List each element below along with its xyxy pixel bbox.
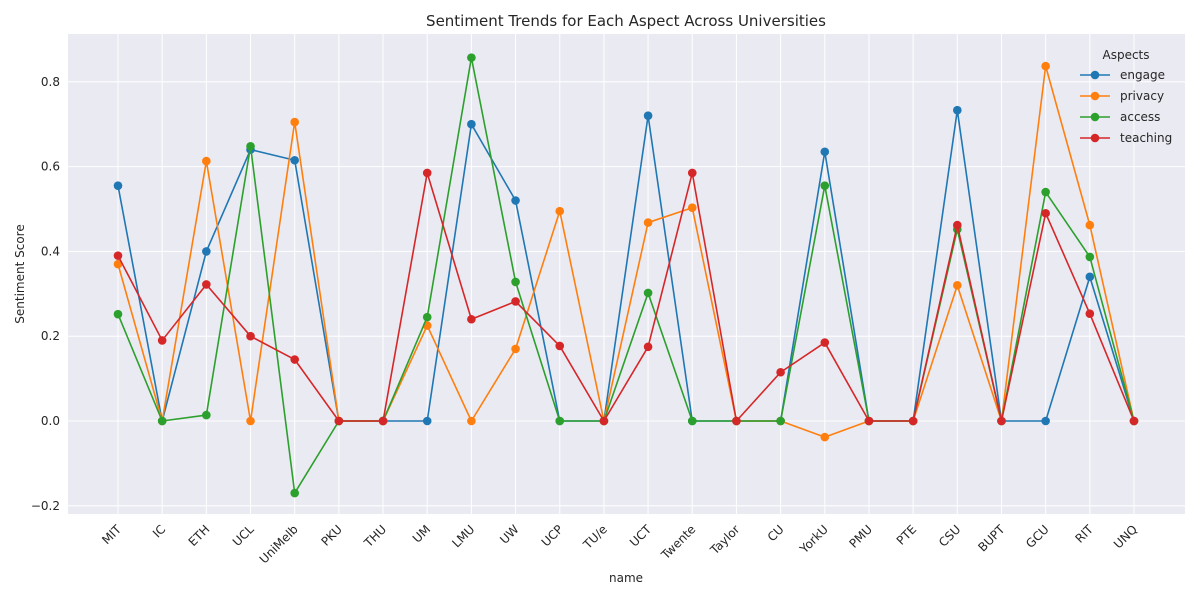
data-point-privacy <box>687 203 697 213</box>
data-point-engage <box>820 147 830 157</box>
legend: Aspects engage privacy access teaching <box>1080 48 1172 145</box>
data-point-privacy <box>820 432 830 442</box>
data-point-access <box>157 416 167 426</box>
legend-entry-engage: engage <box>1080 68 1165 82</box>
data-point-privacy <box>202 156 211 166</box>
data-point-access <box>687 416 697 426</box>
y-axis: −0.2 0.0 0.2 0.4 0.6 0.8 <box>31 75 60 513</box>
data-point-teaching <box>202 280 211 289</box>
data-point-access <box>1085 252 1095 262</box>
legend-title: Aspects <box>1102 48 1149 62</box>
data-point-engage <box>1041 416 1050 426</box>
legend-entry-privacy: privacy <box>1080 89 1164 103</box>
data-point-teaching <box>776 367 785 377</box>
data-point-teaching <box>290 355 299 364</box>
data-point-teaching <box>334 416 344 426</box>
data-point-teaching <box>555 341 565 351</box>
data-point-privacy <box>113 259 123 269</box>
x-axis-label: name <box>609 571 643 585</box>
chart-title: Sentiment Trends for Each Aspect Across … <box>426 12 826 30</box>
data-point-teaching <box>511 297 520 306</box>
data-point-teaching <box>1041 208 1050 218</box>
data-point-access <box>776 416 785 426</box>
y-tick-label: −0.2 <box>31 499 60 513</box>
data-point-access <box>467 53 476 62</box>
data-point-privacy <box>953 281 962 290</box>
data-point-engage <box>1085 272 1095 282</box>
data-point-teaching <box>997 416 1006 426</box>
legend-entry-teaching: teaching <box>1080 131 1172 145</box>
data-point-privacy <box>1085 220 1095 230</box>
y-axis-label: Sentiment Score <box>13 224 27 323</box>
data-point-access <box>290 488 299 498</box>
legend-label-teaching: teaching <box>1120 131 1172 145</box>
y-tick-label: 0.4 <box>41 244 60 258</box>
data-point-teaching <box>1085 309 1095 319</box>
data-point-engage <box>290 155 299 165</box>
data-point-privacy <box>643 218 653 227</box>
data-point-teaching <box>422 168 432 178</box>
series-line-teaching <box>117 172 1135 422</box>
data-point-engage <box>113 181 123 190</box>
plot-area <box>68 34 1185 514</box>
legend-marker-privacy <box>1090 91 1100 101</box>
legend-marker-access <box>1090 112 1100 122</box>
legend-entry-access: access <box>1080 110 1160 124</box>
data-point-access <box>1041 187 1050 197</box>
data-point-privacy <box>246 416 255 426</box>
data-point-engage <box>953 105 962 115</box>
data-point-teaching <box>246 331 255 341</box>
data-point-privacy <box>290 117 299 127</box>
data-point-access <box>113 309 123 319</box>
data-point-teaching <box>157 336 167 345</box>
data-point-teaching <box>864 416 874 426</box>
y-tick-label: 0.2 <box>41 329 60 343</box>
series-group <box>113 53 1139 498</box>
legend-marker-engage <box>1090 70 1100 80</box>
data-point-teaching <box>113 251 123 260</box>
data-point-teaching <box>643 342 653 352</box>
data-point-engage <box>511 196 520 205</box>
data-point-access <box>422 312 432 322</box>
data-point-teaching <box>953 220 962 230</box>
y-tick-label: 0.6 <box>41 160 60 174</box>
legend-label-privacy: privacy <box>1120 89 1164 103</box>
data-point-access <box>202 410 211 420</box>
legend-label-engage: engage <box>1120 68 1165 82</box>
data-point-engage <box>202 247 211 256</box>
data-point-privacy <box>511 344 520 354</box>
series-line-engage <box>117 109 1135 422</box>
data-point-teaching <box>467 314 476 324</box>
data-point-access <box>246 141 255 151</box>
data-point-teaching <box>908 416 918 426</box>
series-teaching <box>113 168 1139 426</box>
data-point-engage <box>422 416 432 426</box>
legend-marker-teaching <box>1090 133 1100 143</box>
data-point-access <box>555 416 565 426</box>
y-tick-label: 0.8 <box>41 75 60 89</box>
data-point-engage <box>643 111 653 121</box>
legend-label-access: access <box>1120 110 1160 124</box>
data-point-teaching <box>378 416 388 426</box>
data-point-privacy <box>555 206 565 216</box>
data-point-engage <box>467 119 476 129</box>
data-point-access <box>820 181 830 190</box>
data-point-teaching <box>599 416 609 426</box>
data-point-teaching <box>732 416 741 426</box>
series-line-privacy <box>117 65 1135 438</box>
data-point-access <box>511 277 520 287</box>
data-point-privacy <box>467 416 476 426</box>
data-point-teaching <box>687 168 697 178</box>
data-point-privacy <box>1041 61 1050 71</box>
data-point-teaching <box>1129 416 1139 426</box>
data-point-access <box>643 288 653 298</box>
y-tick-label: 0.0 <box>41 414 60 428</box>
data-point-teaching <box>820 338 830 347</box>
